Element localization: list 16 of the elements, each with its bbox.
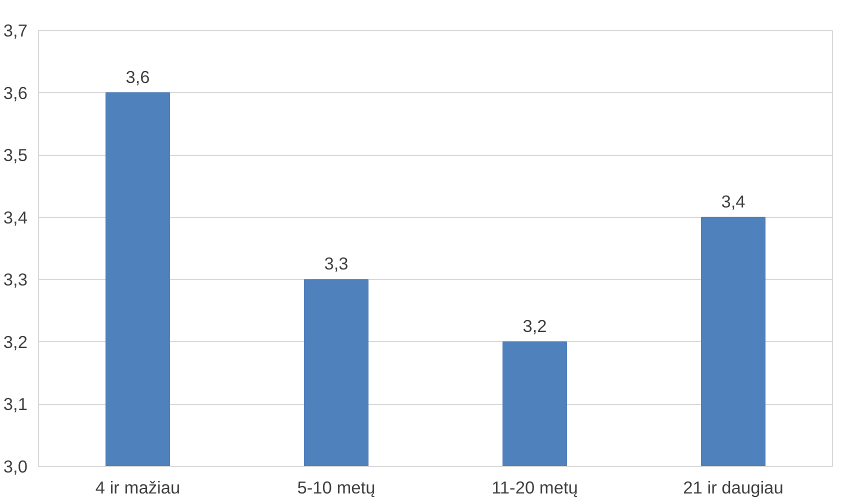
y-tick-label: 3,4 — [3, 207, 28, 228]
y-tick-label: 3,1 — [3, 394, 28, 414]
y-tick-label: 3,0 — [3, 456, 28, 476]
x-tick-label: 5-10 metų — [297, 478, 376, 498]
y-tick-label: 3,6 — [3, 82, 28, 103]
x-tick-label: 11-20 metų — [492, 478, 578, 498]
data-label: 3,6 — [126, 66, 150, 87]
data-label: 3,2 — [522, 316, 547, 336]
y-tick-label: 3,3 — [3, 270, 28, 290]
data-label: 3,4 — [721, 191, 746, 212]
x-tick-label: 21 ir daugiau — [683, 478, 784, 498]
x-tick-label: 4 ir mažiau — [95, 478, 180, 498]
y-tick-label: 3,5 — [3, 145, 28, 166]
y-tick-label: 3,2 — [3, 332, 28, 352]
data-label: 3,3 — [324, 254, 348, 274]
y-tick-label: 3,7 — [3, 20, 28, 40]
